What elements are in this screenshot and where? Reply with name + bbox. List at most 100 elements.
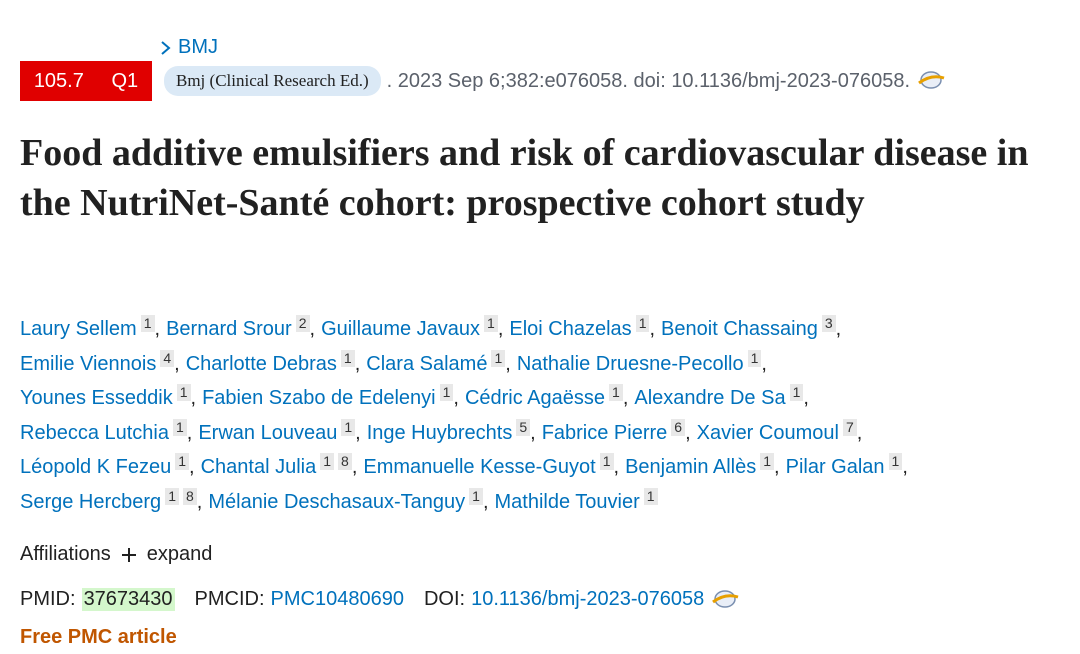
- affiliation-number[interactable]: 1: [599, 453, 614, 470]
- author-name[interactable]: Rebecca Lutchia: [20, 421, 169, 444]
- impact-badge: 105.7 Q1: [20, 61, 152, 101]
- author-name[interactable]: Emmanuelle Kesse-Guyot: [363, 456, 596, 478]
- pmid-label: PMID:: [20, 588, 76, 610]
- affiliation-number[interactable]: 6: [671, 418, 686, 436]
- impact-factor: 105.7: [33, 69, 84, 92]
- author-name[interactable]: Chantal Julia: [200, 456, 317, 478]
- author-name[interactable]: Nathalie Druesne-Pecollo: [516, 352, 744, 375]
- author-separator: ,: [186, 421, 193, 444]
- affiliation-number[interactable]: 1: [320, 453, 335, 470]
- affiliation-number[interactable]: 1: [340, 349, 355, 367]
- author-name[interactable]: Emilie Viennois: [20, 352, 157, 375]
- affiliation-number[interactable]: 1: [609, 384, 623, 401]
- globe-icon[interactable]: [916, 70, 946, 92]
- affiliation-number[interactable]: 1: [643, 487, 658, 505]
- author-name[interactable]: Inge Huybrechts: [366, 421, 513, 444]
- affiliation-number[interactable]: 2: [295, 315, 310, 332]
- author-name[interactable]: Erwan Louveau: [198, 421, 338, 444]
- author-name[interactable]: Mélanie Deschasaux-Tanguy: [208, 490, 466, 513]
- doi-label: DOI:: [423, 588, 466, 610]
- affiliation-number[interactable]: 1: [341, 418, 356, 436]
- author-separator: ,: [530, 421, 536, 444]
- author-name[interactable]: Clara Salamé: [366, 352, 488, 375]
- affiliation-number[interactable]: 1: [469, 487, 483, 505]
- author-separator: ,: [351, 456, 358, 478]
- author-separator: ,: [354, 352, 361, 375]
- author-separator: ,: [309, 318, 316, 340]
- affiliation-number[interactable]: 1: [888, 453, 903, 470]
- author-separator: ,: [174, 352, 180, 375]
- author-name[interactable]: Fabien Szabo de Edelenyi: [202, 387, 436, 409]
- affiliation-number[interactable]: 1: [176, 384, 191, 401]
- affiliation-number[interactable]: 7: [842, 418, 857, 436]
- journal-link[interactable]: BMJ: [178, 36, 218, 58]
- doi-link[interactable]: 10.1136/bmj-2023-076058: [471, 588, 705, 610]
- author-separator: ,: [505, 352, 511, 375]
- author-separator: ,: [761, 352, 767, 375]
- breadcrumb[interactable]: BMJ: [160, 36, 218, 59]
- affiliation-number[interactable]: 3: [821, 315, 836, 332]
- affiliation-number[interactable]: 1: [140, 315, 155, 332]
- citation-row: Bmj (Clinical Research Ed.) . 2023 Sep 6…: [164, 66, 946, 96]
- journal-name-button[interactable]: Bmj (Clinical Research Ed.): [164, 66, 381, 96]
- author-name[interactable]: Younes Esseddik: [20, 387, 173, 409]
- author-name[interactable]: Laury Sellem: [20, 318, 137, 340]
- author-separator: ,: [685, 421, 691, 444]
- globe-icon[interactable]: [710, 589, 740, 611]
- author-name[interactable]: Alexandre De Sa: [634, 387, 786, 409]
- affiliation-number[interactable]: 1: [635, 315, 650, 332]
- affiliation-number[interactable]: 8: [182, 487, 197, 505]
- author-name[interactable]: Xavier Coumoul: [696, 421, 839, 444]
- author-separator: ,: [774, 456, 780, 478]
- author-separator: ,: [835, 318, 842, 340]
- affiliation-number[interactable]: 1: [747, 349, 762, 367]
- affiliation-number[interactable]: 1: [789, 384, 804, 401]
- pmcid-link[interactable]: PMC10480690: [270, 588, 404, 610]
- author-name[interactable]: Fabrice Pierre: [541, 421, 668, 444]
- author-separator: ,: [497, 318, 504, 340]
- author-name[interactable]: Eloi Chazelas: [509, 318, 632, 340]
- author-line: Laury Sellem 1, Bernard Srour 2, Guillaume J…: [20, 312, 914, 347]
- affiliation-number[interactable]: 1: [484, 315, 498, 332]
- affiliation-number[interactable]: 1: [491, 349, 506, 367]
- author-line: Rebecca Lutchia 1, Erwan Louveau 1, Inge Huy…: [20, 416, 914, 451]
- affiliation-number[interactable]: 4: [160, 349, 175, 367]
- author-line: Serge Hercberg 1 8, Mélanie Deschasaux-Tang…: [20, 485, 914, 520]
- affiliation-number[interactable]: 5: [516, 418, 531, 436]
- pmcid-label: PMCID:: [194, 588, 265, 610]
- author-name[interactable]: Serge Hercberg: [20, 490, 162, 513]
- author-separator: ,: [856, 421, 863, 444]
- affiliation-number[interactable]: 8: [338, 453, 352, 470]
- author-line: Younes Esseddik 1, Fabien Szabo de Edeleny…: [20, 381, 914, 416]
- author-name[interactable]: Benjamin Allès: [625, 456, 757, 478]
- author-name[interactable]: Charlotte Debras: [185, 352, 337, 375]
- quartile: Q1: [111, 69, 139, 92]
- author-separator: ,: [453, 387, 459, 409]
- affiliation-number[interactable]: 1: [175, 453, 190, 470]
- author-name[interactable]: Guillaume Javaux: [321, 318, 481, 340]
- author-line: Léopold K Fezeu 1, Chantal Julia 1 8, Emmanue…: [20, 450, 914, 485]
- affiliations-toggle[interactable]: Affiliations expand: [20, 543, 212, 566]
- author-name[interactable]: Bernard Srour: [166, 318, 292, 340]
- expand-label: expand: [146, 543, 213, 565]
- affiliation-number[interactable]: 1: [165, 487, 179, 505]
- author-separator: ,: [622, 387, 629, 409]
- author-name[interactable]: Léopold K Fezeu: [20, 456, 172, 478]
- free-article-label: Free PMC article: [20, 626, 177, 648]
- author-name[interactable]: Pilar Galan: [785, 456, 885, 478]
- affiliation-number[interactable]: 1: [172, 418, 187, 436]
- affiliation-number[interactable]: 1: [439, 384, 454, 401]
- author-separator: ,: [613, 456, 620, 478]
- affiliation-number[interactable]: 1: [760, 453, 775, 470]
- author-separator: ,: [482, 490, 489, 513]
- article-title: Food additive emulsifiers and risk of ca…: [20, 132, 1029, 224]
- author-separator: ,: [196, 490, 203, 513]
- author-name[interactable]: Benoit Chassaing: [661, 318, 818, 340]
- citation: . 2023 Sep 6;382:e076058. doi: 10.1136/b…: [386, 69, 911, 92]
- author-name[interactable]: Cédric Agaësse: [464, 387, 606, 409]
- author-name[interactable]: Mathilde Touvier: [494, 490, 640, 513]
- affiliations-label: Affiliations: [20, 543, 111, 565]
- author-separator: ,: [189, 456, 195, 478]
- author-list: Laury Sellem 1, Bernard Srour 2, Guillaume J…: [20, 312, 914, 519]
